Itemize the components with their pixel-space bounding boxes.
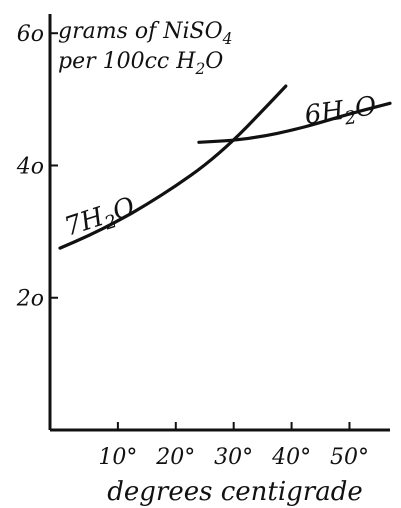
y-tick-label-20: 2o [16, 287, 44, 312]
y-tick-label-60: 6o [17, 22, 44, 47]
x-tick-label-50: 50° [330, 445, 369, 470]
series-label-7h2o: 7H2O [61, 192, 140, 247]
series-line-0 [58, 84, 288, 250]
series-label-6h2o: 6H2O [303, 91, 379, 135]
x-tick-label-30: 30° [214, 445, 253, 470]
series-line-1 [197, 101, 392, 144]
axes [48, 14, 390, 432]
labels: 2o 4o 6o 10° 20° 30° 40° 50° 7H2O 6H2O grams of Ni… [16, 19, 379, 507]
x-tick-label-40: 40° [271, 445, 311, 470]
x-tick-label-20: 20° [155, 445, 195, 470]
x-tick-label-10: 10° [98, 445, 137, 470]
series-layer [58, 84, 392, 250]
chart-title-line-2: per 100cc H2O [58, 49, 223, 78]
chart-title-line-1: grams of NiSO4 [58, 19, 232, 48]
x-axis-label: degrees centigrade [107, 477, 363, 507]
y-tick-label-40: 4o [16, 154, 44, 179]
